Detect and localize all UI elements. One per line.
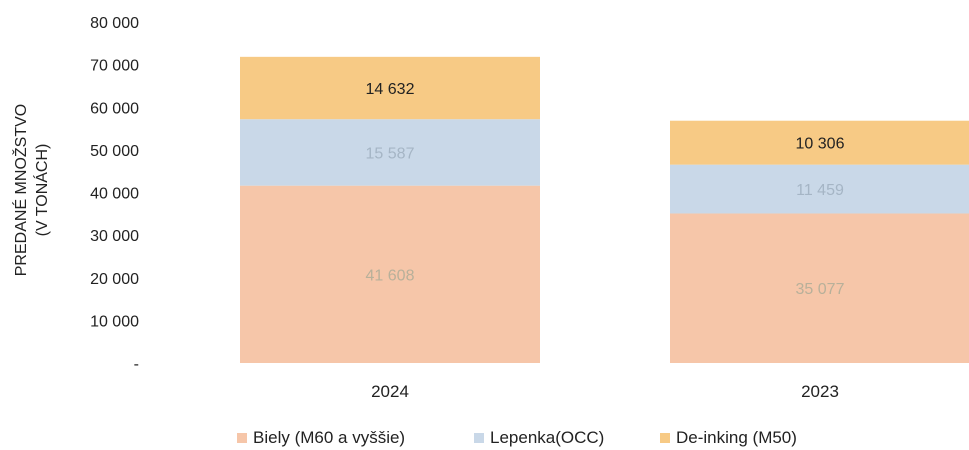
x-tick-label: 2024 — [371, 382, 409, 401]
x-tick-labels: 2024 2023 — [371, 382, 839, 401]
bar-segment — [670, 164, 969, 214]
y-axis-title-line-1: PREDANÉ MNOŽSTVO — [11, 104, 30, 276]
legend-swatch — [474, 433, 484, 443]
y-tick-label: - — [134, 356, 139, 373]
legend-entry: Biely (M60 a vyššie) — [253, 428, 405, 447]
legend-swatch — [237, 433, 247, 443]
bar-segment — [670, 213, 969, 363]
y-tick-label: 60 000 — [90, 100, 139, 117]
y-axis-title-line-2: (V TONÁCH) — [32, 144, 51, 237]
data-label: 10 306 — [796, 136, 845, 153]
x-tick-label: 2023 — [801, 382, 839, 401]
legend-swatch — [660, 433, 670, 443]
y-tick-label: 10 000 — [90, 313, 139, 330]
bar-segment — [240, 56, 540, 120]
data-label: 14 632 — [366, 81, 415, 98]
legend-entry: De-inking (M50) — [676, 428, 797, 447]
bar-segment — [240, 119, 540, 186]
y-tick-label: 30 000 — [90, 228, 139, 245]
data-label: 35 077 — [796, 281, 845, 298]
y-tick-label: 20 000 — [90, 271, 139, 288]
y-tick-labels: - 10 000 20 000 30 000 40 000 50 000 60 000 70 … — [90, 15, 139, 373]
legend-entry: Lepenka(OCC) — [490, 428, 604, 447]
legend: Biely (M60 a vyššie) Lepenka(OCC) De-inkin… — [237, 428, 797, 447]
y-tick-label: 70 000 — [90, 58, 139, 75]
y-tick-label: 50 000 — [90, 143, 139, 160]
y-axis-title: PREDANÉ MNOŽSTVO (V TONÁCH) — [11, 104, 51, 276]
data-label: 11 459 — [796, 182, 844, 199]
bar-segment — [240, 185, 540, 363]
data-label: 41 608 — [366, 267, 415, 284]
y-tick-label: 80 000 — [90, 15, 139, 32]
data-label: 15 587 — [366, 145, 415, 162]
bar-segment — [670, 120, 969, 165]
y-tick-label: 40 000 — [90, 186, 139, 203]
bars: 41 608 15 587 14 632 35 077 11 459 10 306 — [240, 56, 969, 363]
